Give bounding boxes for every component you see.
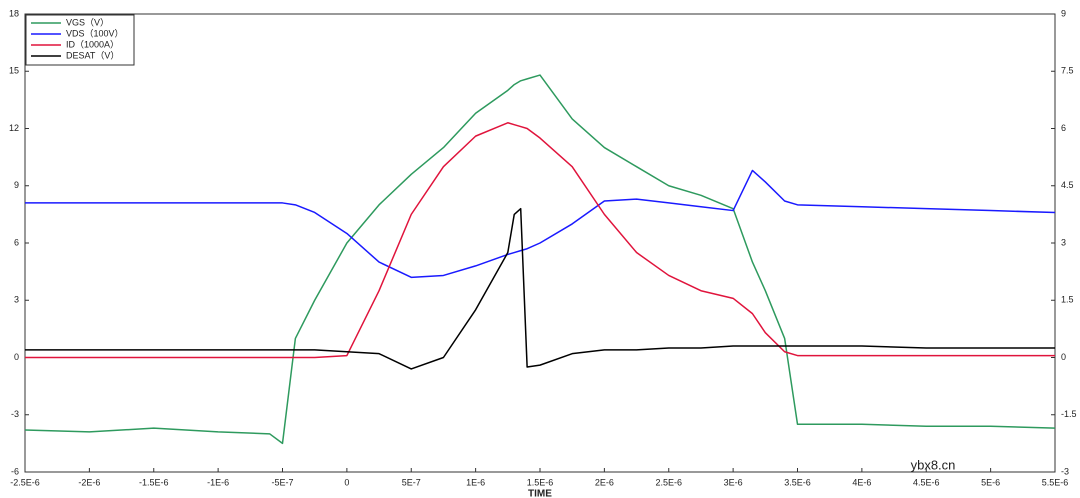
y-tick-label: 18	[9, 8, 19, 18]
y2-tick-label: -1.5	[1061, 409, 1077, 419]
y-tick-label: -3	[11, 409, 19, 419]
x-tick-label: 4E-6	[852, 477, 871, 487]
y2-tick-label: 4.5	[1061, 180, 1074, 190]
legend-label: DESAT（V）	[66, 50, 119, 60]
x-tick-label: -5E-7	[271, 477, 293, 487]
x-tick-label: 2E-6	[595, 477, 614, 487]
y2-tick-label: 1.5	[1061, 295, 1074, 305]
y2-tick-label: 6	[1061, 123, 1066, 133]
x-tick-label: 4.5E-6	[913, 477, 940, 487]
y2-tick-label: 9	[1061, 8, 1066, 18]
legend-label: ID（1000A）	[66, 39, 119, 49]
y-tick-label: 9	[14, 180, 19, 190]
series-line	[25, 169, 1056, 279]
y2-tick-label: -3	[1061, 466, 1069, 476]
y-tick-label: 12	[9, 123, 19, 133]
y-tick-label: 15	[9, 66, 19, 76]
y-tick-label: -6	[11, 466, 19, 476]
series-line	[25, 207, 1055, 370]
watermark: ybx8.cn	[911, 457, 956, 472]
x-axis-label: TIME	[528, 489, 552, 498]
x-tick-label: 5E-7	[402, 477, 421, 487]
x-tick-label: 5.5E-6	[1042, 477, 1069, 487]
x-tick-label: 3E-6	[724, 477, 743, 487]
y2-tick-label: 0	[1061, 352, 1066, 362]
x-tick-label: 3.5E-6	[784, 477, 811, 487]
legend-label: VDS（100V）	[66, 28, 124, 38]
y-tick-label: 0	[14, 352, 19, 362]
x-tick-label: 2.5E-6	[655, 477, 682, 487]
x-tick-label: -1.5E-6	[139, 477, 169, 487]
x-tick-label: 5E-6	[981, 477, 1000, 487]
series-line	[24, 74, 1056, 445]
x-tick-label: 0	[344, 477, 349, 487]
y2-tick-label: 3	[1061, 237, 1066, 247]
x-tick-label: 1.5E-6	[527, 477, 554, 487]
x-tick-label: -2.5E-6	[10, 477, 40, 487]
x-tick-label: 1E-6	[466, 477, 485, 487]
y-tick-label: 3	[14, 295, 19, 305]
legend-label: VGS（V）	[66, 17, 109, 27]
x-tick-label: -2E-6	[78, 477, 100, 487]
x-tick-label: -1E-6	[207, 477, 229, 487]
y2-tick-label: 7.5	[1061, 66, 1074, 76]
y-tick-label: 6	[14, 237, 19, 247]
series-line	[25, 122, 1055, 359]
